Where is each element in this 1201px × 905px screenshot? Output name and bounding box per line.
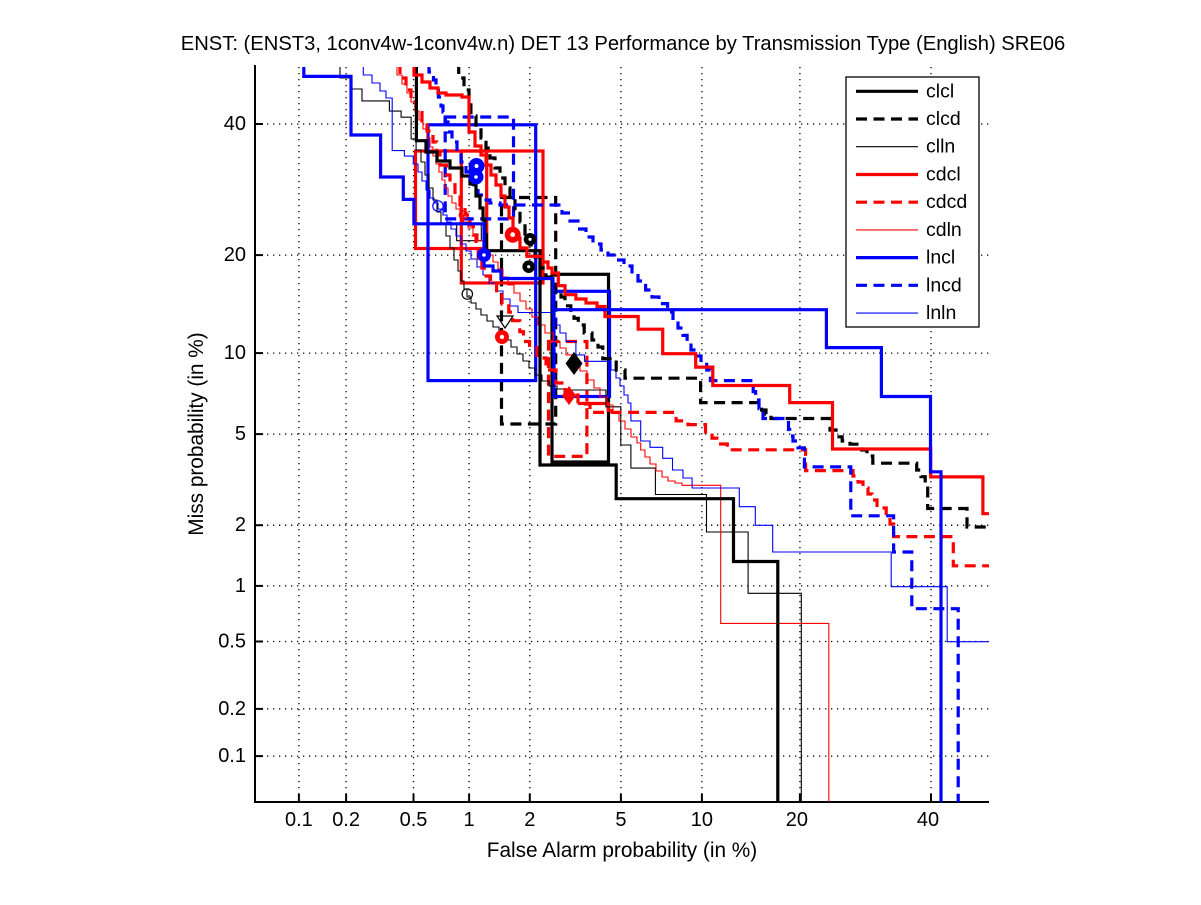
svg-text:False Alarm probability (in %): False Alarm probability (in %)	[487, 839, 757, 862]
svg-text:cdln: cdln	[926, 219, 962, 241]
svg-text:2: 2	[524, 809, 535, 831]
svg-text:20: 20	[786, 809, 808, 831]
svg-text:0.2: 0.2	[332, 809, 360, 831]
svg-text:0.2: 0.2	[218, 698, 246, 720]
svg-text:40: 40	[224, 113, 246, 135]
svg-text:1: 1	[235, 575, 246, 597]
svg-text:0.1: 0.1	[285, 809, 313, 831]
svg-text:5: 5	[615, 809, 626, 831]
svg-text:clln: clln	[926, 136, 955, 158]
svg-text:1: 1	[464, 809, 475, 831]
svg-text:cdcd: cdcd	[926, 191, 967, 213]
svg-text:0.5: 0.5	[218, 631, 246, 653]
svg-text:cdcl: cdcl	[926, 164, 961, 186]
svg-text:lncd: lncd	[926, 274, 962, 296]
svg-text:0.5: 0.5	[400, 809, 428, 831]
svg-text:Miss probability (in %): Miss probability (in %)	[185, 332, 208, 535]
svg-text:lnln: lnln	[926, 302, 956, 324]
svg-text:10: 10	[691, 809, 713, 831]
svg-text:10: 10	[224, 342, 246, 364]
svg-text:0.1: 0.1	[218, 745, 246, 767]
svg-text:2: 2	[235, 514, 246, 536]
svg-text:clcl: clcl	[926, 80, 954, 102]
svg-text:ENST: (ENST3, 1conv4w-1conv4w.: ENST: (ENST3, 1conv4w-1conv4w.n) DET 13 …	[181, 33, 1066, 55]
svg-text:5: 5	[235, 423, 246, 445]
svg-text:clcd: clcd	[926, 108, 961, 130]
svg-text:lncl: lncl	[926, 247, 955, 269]
svg-text:40: 40	[917, 809, 939, 831]
svg-text:20: 20	[224, 244, 246, 266]
